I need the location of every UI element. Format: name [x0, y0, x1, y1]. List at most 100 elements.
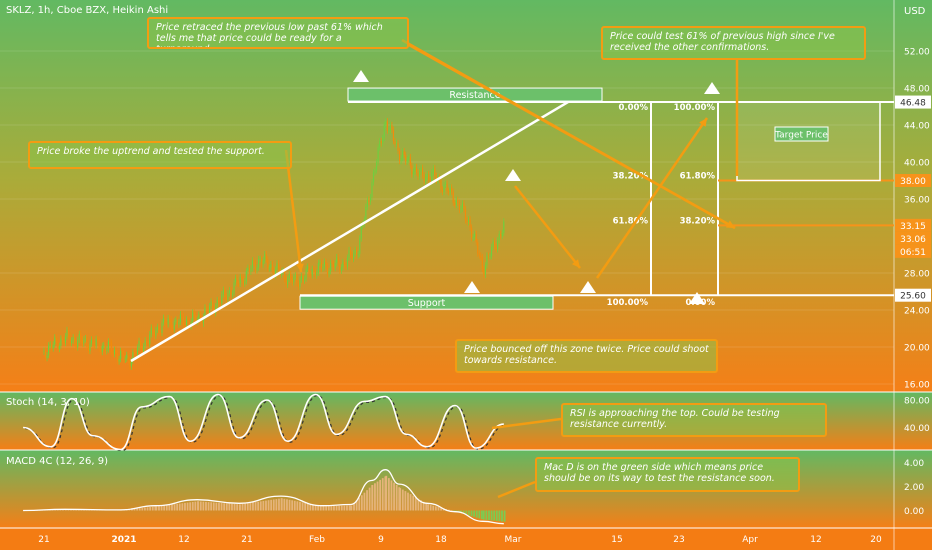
- price-candle: [308, 266, 310, 275]
- macd-histogram-bar: [355, 500, 358, 511]
- price-tick-label: 40.00: [904, 159, 930, 169]
- price-candle: [452, 191, 454, 203]
- macd-histogram-bar: [427, 504, 429, 511]
- price-label-badge: [895, 95, 931, 109]
- price-candle: [250, 268, 252, 272]
- price-candle: [441, 189, 444, 192]
- macd-histogram-bar: [340, 505, 343, 511]
- macd-histogram-bar: [368, 487, 371, 511]
- price-candle: [388, 130, 390, 132]
- price-candle: [330, 262, 332, 272]
- annotation-rsi[interactable]: RSI is approaching the top. Could be tes…: [561, 403, 827, 437]
- price-candle: [314, 269, 316, 276]
- price-candle: [325, 261, 327, 267]
- price-candle: [238, 283, 240, 285]
- price-candle: [242, 276, 244, 284]
- annotation-retracement[interactable]: Price retraced the previous low past 61%…: [147, 17, 409, 49]
- price-candle: [337, 257, 339, 263]
- macd-histogram-bar: [202, 501, 205, 511]
- price-candle: [287, 278, 289, 285]
- macd-histogram-bar: [176, 503, 179, 511]
- price-candle: [466, 220, 468, 222]
- price-candle: [268, 267, 270, 269]
- price-candle: [164, 317, 166, 324]
- price-candle: [218, 299, 220, 303]
- price-candle: [432, 168, 434, 173]
- macd-histogram-bar: [189, 502, 192, 511]
- price-candle: [227, 293, 229, 301]
- macd-histogram-bar: [249, 502, 252, 511]
- price-candle: [190, 321, 192, 327]
- arrow-macd-pointer: [497, 480, 536, 499]
- macd-histogram-bar: [379, 479, 382, 511]
- macd-histogram-bar: [220, 503, 223, 511]
- arrow-retracement-2: [408, 43, 736, 230]
- price-label-badge: [895, 218, 931, 232]
- macd-histogram-bar: [168, 504, 171, 511]
- macd-histogram-bar: [387, 478, 390, 511]
- price-candle: [98, 339, 100, 349]
- price-candle: [346, 257, 349, 267]
- macd-histogram-bar: [272, 499, 275, 511]
- macd-histogram-bar: [322, 506, 325, 511]
- price-candle: [60, 338, 62, 346]
- price-label: 33.15: [900, 222, 926, 232]
- macd-histogram-bar: [181, 503, 184, 511]
- price-candle: [490, 247, 493, 257]
- price-candle: [277, 263, 280, 269]
- stoch-title: Stoch (14, 3, 10): [6, 397, 90, 408]
- price-candle: [397, 143, 399, 152]
- price-candle: [170, 319, 172, 329]
- price-tick-label: 36.00: [904, 196, 930, 206]
- macd-histogram-bar: [223, 503, 226, 511]
- price-candle: [120, 350, 122, 359]
- marker-triangle: [580, 281, 596, 293]
- price-candle: [320, 262, 323, 269]
- stoch-tick-label: 80.00: [904, 397, 930, 407]
- macd-histogram-bar: [141, 507, 144, 511]
- macd-histogram-bar: [465, 510, 468, 515]
- time-axis-background: [0, 528, 932, 550]
- price-candle: [365, 206, 367, 220]
- target-price-label: Target Price: [774, 131, 828, 141]
- annotation-uptrend-break[interactable]: Price broke the uptrend and tested the s…: [28, 141, 292, 169]
- price-candle: [293, 276, 295, 283]
- price-candle: [322, 267, 324, 269]
- price-candle: [64, 336, 67, 343]
- stoch-k-line: [22, 393, 504, 451]
- price-candle: [143, 346, 145, 352]
- macd-histogram-bar: [333, 506, 335, 511]
- price-candle: [356, 249, 358, 256]
- macd-histogram-bar: [498, 510, 501, 522]
- arrow-uptrend-break-head: [296, 263, 304, 272]
- marker-triangle: [689, 292, 705, 304]
- macd-histogram-bar: [293, 500, 296, 511]
- annotation-support-bounce[interactable]: Price bounced off this zone twice. Price…: [455, 339, 718, 373]
- price-candle: [389, 125, 391, 131]
- price-candle: [152, 327, 154, 333]
- macd-histogram-bar: [165, 505, 168, 511]
- macd-histogram-bar: [417, 498, 420, 511]
- price-candle: [274, 269, 277, 276]
- price-candle: [454, 202, 456, 205]
- price-candle: [57, 341, 59, 349]
- arrow-down-to-support: [514, 185, 581, 269]
- price-candle: [345, 264, 347, 267]
- price-candle: [394, 141, 396, 145]
- price-candle: [239, 276, 241, 284]
- price-candle: [480, 255, 482, 258]
- price-candle: [106, 349, 108, 352]
- price-candle: [224, 289, 226, 297]
- price-candle: [284, 270, 286, 280]
- price-candle: [248, 267, 250, 272]
- macd-histogram-bar: [267, 500, 270, 511]
- price-candle: [359, 238, 361, 254]
- price-candle: [103, 345, 105, 347]
- macd-histogram-bar: [228, 503, 231, 511]
- price-candle: [230, 290, 232, 295]
- price-candle: [483, 269, 485, 275]
- price-candle: [395, 143, 398, 145]
- annotation-macd[interactable]: Mac D is on the green side which means p…: [535, 457, 800, 492]
- marker-triangle: [505, 169, 521, 181]
- annotation-target[interactable]: Price could test 61% of previous high si…: [601, 26, 866, 60]
